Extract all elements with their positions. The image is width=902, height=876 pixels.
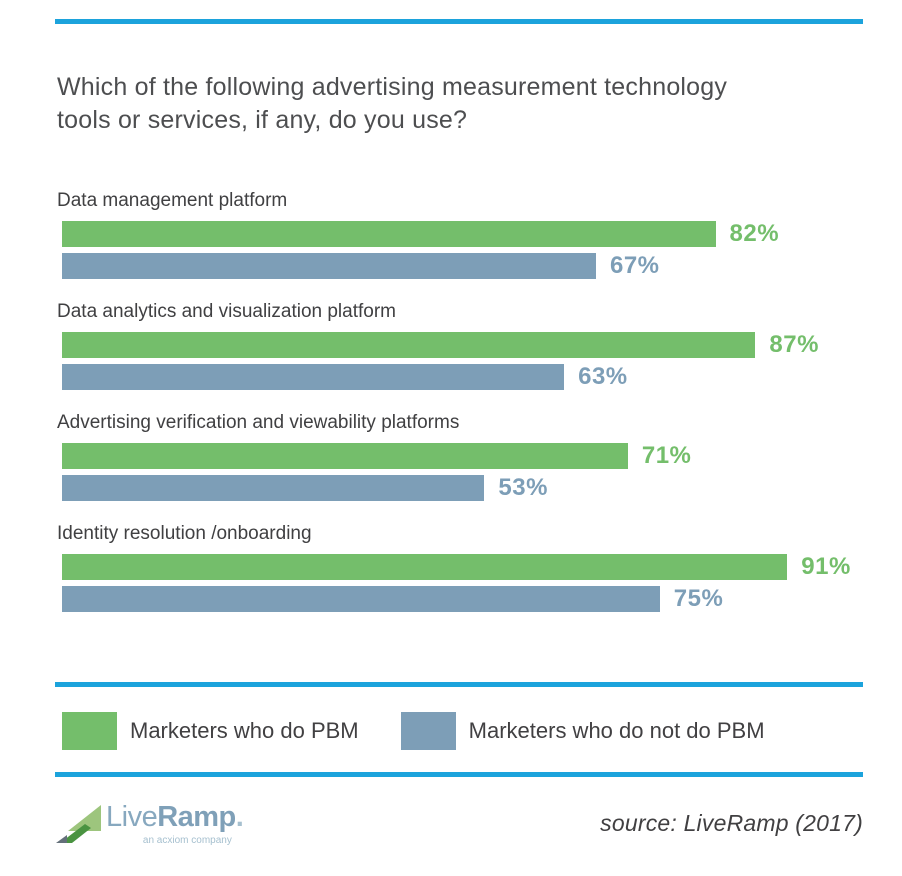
legend: Marketers who do PBM Marketers who do no… — [62, 712, 863, 750]
logo-mark-strip-dark — [60, 824, 91, 843]
legend-swatch-no-pbm — [400, 712, 456, 750]
value-label: 53% — [498, 474, 548, 501]
logo-word-ramp: Ramp — [157, 801, 236, 833]
bar-no-pbm — [62, 475, 485, 501]
bar-row: 82% — [57, 220, 863, 247]
liveramp-logo-icon — [56, 805, 101, 843]
logo-text: Live Ramp . an acxiom company — [106, 803, 244, 847]
bar-row: 75% — [57, 585, 863, 612]
legend-top-rule — [55, 682, 863, 687]
category-label: Data management platform — [57, 190, 288, 211]
page-title-line-2: tools or services, if any, do you use? — [57, 106, 468, 134]
category-label: Advertising verification and viewability… — [57, 412, 460, 433]
page-title: Which of the following advertising measu… — [57, 71, 863, 137]
bar-pbm — [62, 221, 716, 247]
footer: Live Ramp . an acxiom company source: Li… — [55, 800, 863, 846]
page: Which of the following advertising measu… — [0, 19, 863, 846]
legend-label-pbm: Marketers who do PBM — [130, 718, 359, 743]
bar-pbm — [62, 443, 628, 469]
category-label: Data analytics and visualization platfor… — [57, 301, 397, 322]
bar-no-pbm — [62, 586, 660, 612]
chart-group: Advertising verification and viewability… — [57, 412, 863, 501]
bar-row: 63% — [57, 363, 863, 390]
value-label: 87% — [769, 331, 819, 358]
bar-row: 71% — [57, 442, 863, 469]
chart-group: Identity resolution /onboarding 91% 75% — [57, 523, 863, 612]
bar-row: 67% — [57, 252, 863, 279]
bar-row: 53% — [57, 474, 863, 501]
logo-tagline: an acxiom company — [142, 835, 232, 846]
bar-no-pbm — [62, 364, 565, 390]
bar-chart: Data management platform 82% 67% Data analy… — [57, 190, 863, 612]
legend-item-no-pbm: Marketers who do not do PBM — [400, 712, 765, 750]
logo-period: . — [235, 801, 244, 833]
value-label: 67% — [609, 252, 660, 279]
bar-row: 87% — [57, 331, 863, 358]
category-label: Identity resolution /onboarding — [57, 523, 312, 544]
bar-row: 91% — [57, 553, 863, 580]
value-label: 82% — [729, 220, 780, 247]
chart-group: Data analytics and visualization platfor… — [57, 301, 863, 390]
value-label: 91% — [801, 553, 851, 580]
logo-mark-triangle-light — [68, 805, 101, 831]
bar-pbm — [62, 554, 788, 580]
source-credit: source: LiveRamp (2017) — [600, 809, 863, 836]
value-label: 71% — [641, 442, 692, 469]
value-label: 75% — [673, 585, 724, 612]
liveramp-logo: Live Ramp . an acxiom company — [55, 800, 244, 846]
value-label: 63% — [578, 363, 628, 390]
page-title-line-1: Which of the following advertising measu… — [57, 73, 728, 101]
legend-item-pbm: Marketers who do PBM — [62, 712, 359, 750]
bar-no-pbm — [62, 253, 596, 279]
logo-mark-triangle-gray — [56, 835, 67, 843]
legend-swatch-pbm — [62, 712, 117, 750]
logo-wordmark: Live Ramp . — [106, 803, 244, 832]
legend-label-no-pbm: Marketers who do not do PBM — [468, 718, 765, 743]
chart-group: Data management platform 82% 67% — [57, 190, 863, 279]
logo-word-live: Live — [106, 801, 158, 833]
bar-pbm — [62, 332, 756, 358]
top-rule — [55, 19, 863, 24]
legend-bottom-rule — [55, 772, 863, 777]
